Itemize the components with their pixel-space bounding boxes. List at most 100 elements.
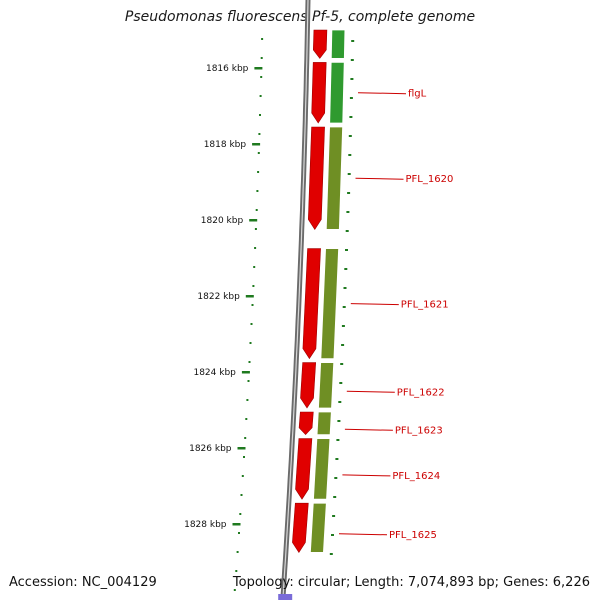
gc-dot (250, 323, 253, 325)
cds-arrow (300, 362, 317, 409)
gc-dot (247, 380, 250, 382)
skew-mark (348, 154, 352, 156)
skew-mark (334, 477, 338, 479)
cds-arrow (302, 248, 321, 360)
gc-dot (245, 418, 248, 420)
gene-label-leader (357, 92, 407, 95)
gene-label: PFL_1622 (397, 387, 445, 398)
genes-layer (278, 29, 346, 600)
skew-mark (350, 59, 354, 61)
gc-dot (241, 475, 244, 477)
accession-text: Accession: NC_004129 (9, 575, 157, 590)
gc-dot (248, 361, 251, 363)
skew-mark (347, 192, 351, 194)
gc-dot (256, 190, 259, 192)
skew-mark (337, 420, 341, 422)
skew-mark (346, 211, 350, 213)
gc-dot (259, 114, 261, 116)
gc-dot (253, 266, 256, 268)
gene-label: PFL_1624 (392, 471, 440, 482)
skew-mark (348, 135, 352, 137)
scale-tick (252, 143, 261, 146)
scale-tick-label: 1820 kbp (201, 216, 244, 226)
gene-label: PFL_1623 (395, 425, 443, 436)
gene-label-leader (346, 390, 395, 393)
feature-block (329, 62, 345, 124)
skew-mark (351, 40, 355, 42)
scale-tick (232, 523, 241, 526)
scale-tick (249, 219, 258, 222)
gc-dot (258, 133, 261, 135)
backbone-layer (280, 0, 311, 600)
skew-mark (345, 230, 349, 232)
feature-block (330, 29, 346, 59)
cds-arrow (312, 29, 328, 59)
gc-dot (259, 95, 262, 97)
skew-mark (341, 325, 345, 327)
feature-block (325, 126, 344, 230)
gc-dot (254, 228, 257, 230)
feature-block (313, 438, 331, 500)
skew-mark (333, 496, 337, 498)
scale-tick (254, 67, 263, 70)
skew-mark (335, 458, 339, 460)
scale-tick-label: 1818 kbp (204, 140, 247, 150)
skew-mark (331, 534, 334, 536)
cds-arrow (307, 126, 325, 230)
gc-dot (252, 285, 255, 287)
gene-label-leader (344, 428, 393, 431)
gc-dot (260, 57, 263, 59)
map-title: Pseudomonas fluorescens Pf-5, complete g… (124, 9, 476, 25)
skew-mark (342, 306, 346, 308)
scale-tick-label: 1828 kbp (184, 520, 227, 530)
genome-stats-text: Topology: circular; Length: 7,074,893 bp… (232, 575, 590, 590)
gene-label-leader (342, 474, 391, 477)
scale-tick-label: 1816 kbp (206, 64, 249, 74)
scale-tick (241, 371, 250, 374)
gc-dot (249, 342, 252, 344)
gc-dot (261, 38, 264, 40)
skew-mark (339, 382, 343, 384)
skew-mark (349, 116, 353, 118)
gc-dot (254, 247, 257, 249)
skew-mark (345, 249, 348, 251)
gene-label: flgL (408, 89, 427, 100)
gc-dot (251, 304, 254, 306)
gc-dot (233, 589, 236, 591)
skew-mark (349, 97, 353, 99)
gc-dot (238, 532, 240, 534)
gene-label: PFL_1621 (401, 300, 449, 311)
scale-ticks-layer: 1816 kbp 1818 kbp 1820 kbp 1822 kbp 1824 kbp… (184, 64, 263, 530)
skew-mark (332, 515, 336, 517)
gene-label-leader (350, 303, 399, 306)
cds-arrow (295, 438, 313, 500)
gc-dot (246, 399, 249, 401)
gc-dot (236, 551, 239, 553)
gc-dot (240, 494, 243, 496)
scale-tick-label: 1826 kbp (189, 444, 232, 454)
skew-mark (329, 553, 333, 555)
scale-tick (237, 447, 246, 450)
gene-labels-layer: flgL PFL_1620 PFL_1621 PFL_1622 PFL_1623 PFL_… (338, 89, 454, 541)
gc-dot (257, 152, 260, 154)
backbone-highlight (282, 0, 309, 600)
gene-label-leader (355, 177, 404, 180)
gene-label: PFL_1620 (406, 174, 454, 185)
skew-mark (350, 78, 354, 80)
skew-mark (343, 287, 347, 289)
skew-mark (338, 401, 342, 403)
gene-label-leader (338, 533, 388, 536)
feature-block (309, 502, 327, 553)
gc-dot (243, 456, 245, 458)
feature-block (320, 248, 340, 360)
cds-arrow (292, 502, 309, 553)
gc-dot (257, 171, 260, 173)
skew-mark (341, 344, 345, 346)
feature-block (316, 411, 332, 436)
gc-dot (239, 513, 242, 515)
gc-dot (260, 76, 263, 78)
blue-feature (278, 594, 293, 600)
scale-tick-label: 1824 kbp (193, 368, 236, 378)
scale-tick-label: 1822 kbp (197, 292, 240, 302)
